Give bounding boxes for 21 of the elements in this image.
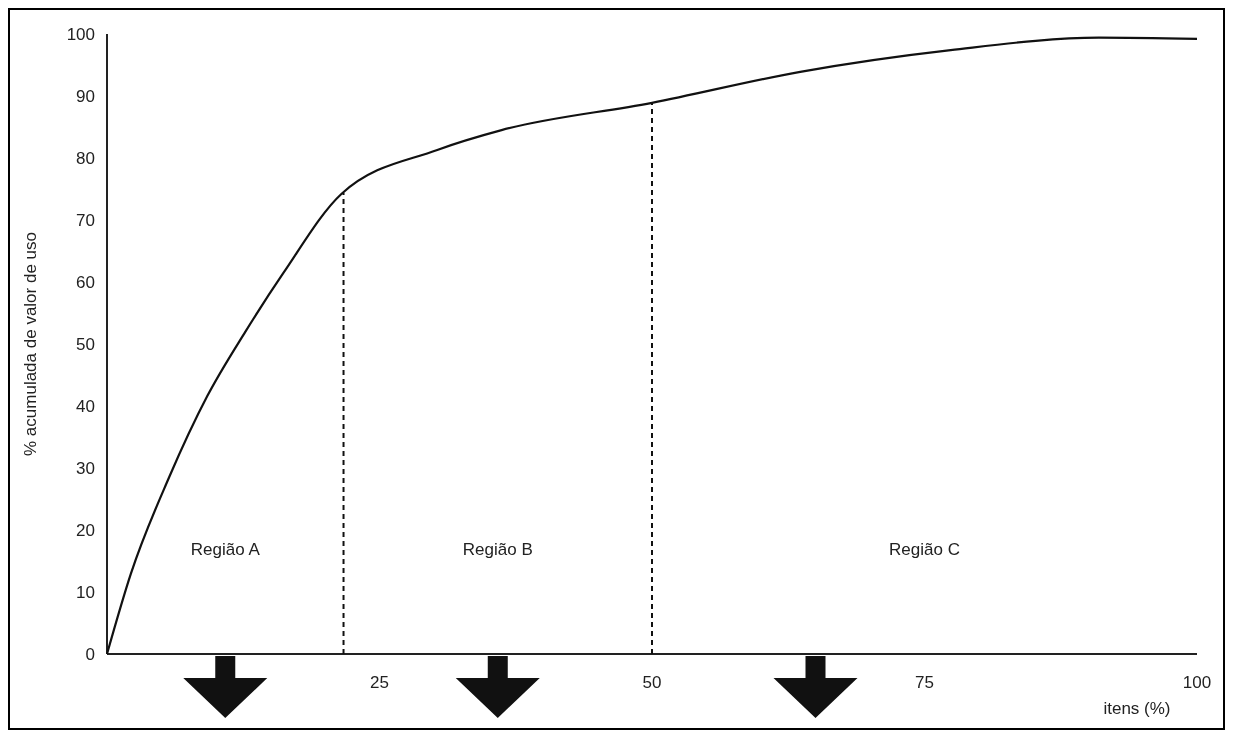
x-tick-label: 75 bbox=[915, 673, 934, 692]
x-tick-label: 100 bbox=[1182, 673, 1212, 692]
x-tick-label: 25 bbox=[370, 673, 389, 692]
y-tick-label: 60 bbox=[76, 272, 95, 292]
annotation: Região A bbox=[190, 539, 261, 559]
y-tick-label: 10 bbox=[76, 582, 95, 602]
y-tick-label: 50 bbox=[76, 334, 95, 354]
line-series bbox=[105, 36, 1199, 656]
y-tick-label: 0 bbox=[85, 644, 95, 664]
annotation: Região B bbox=[462, 539, 533, 559]
x-tick-label: 50 bbox=[642, 673, 662, 692]
annotation: Região C bbox=[889, 539, 960, 559]
y-tick-label: 100 bbox=[66, 24, 95, 44]
y-tick-label: 20 bbox=[76, 520, 95, 540]
y-tick-label: 80 bbox=[76, 148, 95, 168]
y-axis-title: % acumulada de valor de uso bbox=[21, 232, 40, 456]
y-tick-label: 90 bbox=[76, 86, 95, 106]
y-tick-label: 30 bbox=[76, 458, 95, 478]
y-tick-label: 70 bbox=[76, 210, 95, 230]
x-axis-title: itens (%) bbox=[1103, 699, 1171, 718]
y-tick-label: 40 bbox=[76, 396, 95, 416]
